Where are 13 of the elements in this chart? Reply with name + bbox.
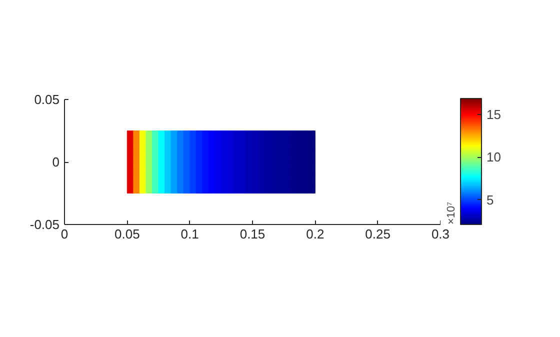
- color-bar-label: 15: [486, 107, 501, 122]
- y-tick-label: 0: [52, 154, 60, 170]
- x-tick-label: 0.25: [365, 226, 390, 242]
- x-tick-label: 0.05: [114, 226, 140, 242]
- x-tick-label: 0.3: [431, 226, 450, 242]
- x-tick-label: 0.1: [180, 226, 199, 242]
- color-bar-label: 5: [486, 192, 494, 208]
- color-bar-title: ×10⁷: [446, 202, 458, 224]
- x-tick-label: 0.2: [306, 226, 324, 242]
- x-tick-label: 0.15: [240, 226, 266, 242]
- y-tick-label: 0.05: [34, 92, 60, 107]
- color-bar-label: 10: [486, 150, 501, 165]
- y-tick-label: -0.05: [30, 217, 60, 232]
